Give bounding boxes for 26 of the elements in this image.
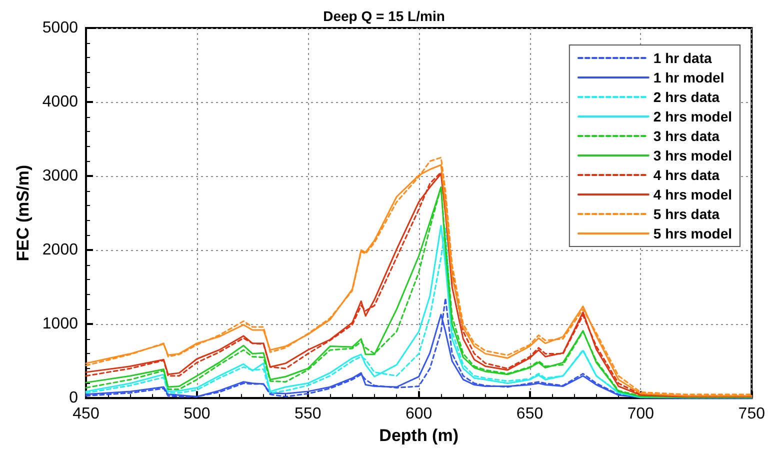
chart-title: Deep Q = 15 L/min (323, 8, 445, 24)
y-tick-label: 1000 (42, 316, 78, 333)
y-tick-label: 4000 (42, 94, 78, 111)
legend-label: 5 hrs data (653, 206, 720, 222)
x-tick-label: 550 (294, 406, 322, 423)
legend-label: 5 hrs model (653, 226, 732, 242)
legend-label: 4 hrs data (653, 167, 720, 183)
legend-label: 3 hrs model (653, 148, 732, 164)
legend-label: 1 hr model (653, 70, 724, 86)
y-axis-title: FEC (mS/m) (14, 164, 33, 262)
x-tick-label: 750 (738, 406, 766, 423)
legend-label: 2 hrs data (653, 89, 720, 105)
y-tick-label: 0 (69, 390, 78, 407)
x-tick-label: 650 (516, 406, 544, 423)
x-tick-label: 600 (405, 406, 432, 423)
x-axis-title: Depth (m) (379, 426, 458, 445)
y-tick-label: 3000 (42, 168, 78, 185)
legend-label: 4 hrs model (653, 186, 732, 202)
legend-label: 1 hr data (653, 50, 712, 66)
x-tick-label: 700 (627, 406, 654, 423)
x-tick-label: 450 (72, 406, 100, 423)
y-tick-label: 2000 (42, 242, 78, 259)
x-tick-label: 500 (184, 406, 210, 423)
legend-label: 2 hrs model (653, 108, 732, 124)
legend-label: 3 hrs data (653, 128, 720, 144)
y-tick-label: 5000 (42, 20, 78, 36)
